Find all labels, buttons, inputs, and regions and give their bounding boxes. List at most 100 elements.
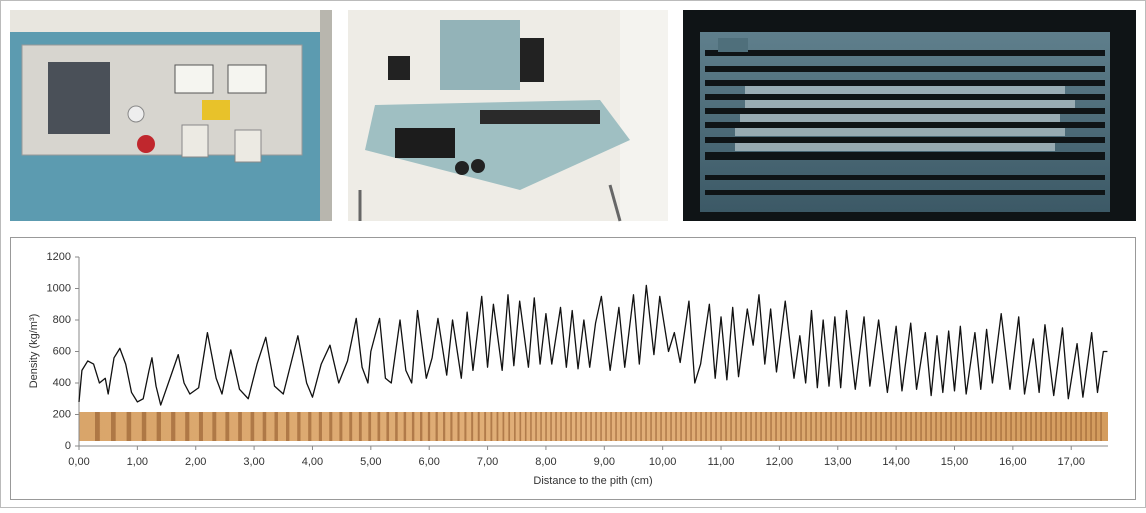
wood-ring bbox=[735, 412, 737, 441]
wood-ring bbox=[940, 412, 942, 441]
wood-ring bbox=[308, 412, 312, 441]
wood-ring bbox=[705, 412, 707, 441]
wood-ring bbox=[519, 412, 522, 441]
wood-ring bbox=[800, 412, 802, 441]
x-tick-label: 10,00 bbox=[649, 456, 677, 468]
wood-ring bbox=[274, 412, 278, 441]
wood-ring bbox=[695, 412, 697, 441]
wood-ring bbox=[403, 412, 407, 441]
wood-ring bbox=[640, 412, 642, 441]
wood-ring bbox=[835, 412, 837, 441]
wood-ring bbox=[126, 412, 132, 441]
wood-ring bbox=[471, 412, 474, 441]
wood-ring bbox=[685, 412, 687, 441]
x-tick-label: 13,00 bbox=[824, 456, 852, 468]
y-tick-label: 1000 bbox=[47, 282, 71, 294]
wood-ring bbox=[318, 412, 322, 441]
wood-ring bbox=[755, 412, 757, 441]
wood-ring bbox=[262, 412, 267, 441]
wood-ring bbox=[349, 412, 353, 441]
wood-ring bbox=[1030, 412, 1032, 441]
wood-ring bbox=[770, 412, 772, 441]
density-line bbox=[78, 284, 1108, 406]
wood-ring bbox=[1040, 412, 1042, 441]
y-axis-title: Density (kg/m³) bbox=[28, 314, 40, 389]
wood-ring bbox=[765, 412, 767, 441]
wood-ring bbox=[795, 412, 797, 441]
wood-ring bbox=[965, 412, 967, 441]
wood-ring bbox=[630, 412, 632, 441]
wood-ring bbox=[790, 412, 792, 441]
wood-ring bbox=[368, 412, 372, 441]
wood-ring bbox=[490, 412, 493, 441]
wood-ring bbox=[620, 412, 622, 441]
wood-ring bbox=[1075, 412, 1077, 441]
wood-ring bbox=[141, 412, 147, 441]
wood-ring bbox=[1010, 412, 1012, 441]
y-tick-label: 600 bbox=[53, 345, 71, 357]
wood-ring bbox=[212, 412, 217, 441]
x-tick-label: 7,00 bbox=[477, 456, 498, 468]
wood-ring bbox=[1080, 412, 1082, 441]
wood-ring bbox=[995, 412, 997, 441]
x-tick-label: 1,00 bbox=[127, 456, 148, 468]
wood-ring bbox=[502, 412, 505, 441]
wood-ring bbox=[1100, 412, 1102, 441]
chart-panel bbox=[10, 237, 1136, 500]
wood-ring bbox=[377, 412, 381, 441]
wood-ring bbox=[1045, 412, 1047, 441]
wood-ring bbox=[655, 412, 657, 441]
wood-ring bbox=[238, 412, 242, 441]
y-tick-label: 1200 bbox=[47, 251, 71, 263]
wood-ring bbox=[760, 412, 762, 441]
wood-ring bbox=[885, 412, 887, 441]
wood-ring bbox=[95, 412, 100, 441]
wood-ring bbox=[905, 412, 907, 441]
wood-ring bbox=[1090, 412, 1092, 441]
wood-ring bbox=[930, 412, 932, 441]
wood-ring bbox=[484, 412, 487, 441]
wood-ring bbox=[660, 412, 662, 441]
wood-ring bbox=[565, 412, 567, 441]
wood-ring bbox=[464, 412, 467, 441]
wood-ring bbox=[915, 412, 917, 441]
wood-ring bbox=[830, 412, 832, 441]
wood-ring bbox=[945, 412, 947, 441]
wood-ring bbox=[550, 412, 552, 441]
wood-core-photo bbox=[79, 412, 1108, 441]
wood-ring bbox=[650, 412, 652, 441]
wood-ring bbox=[570, 412, 572, 441]
wood-ring bbox=[925, 412, 927, 441]
wood-ring bbox=[935, 412, 937, 441]
wood-ring bbox=[1065, 412, 1067, 441]
wood-ring bbox=[955, 412, 957, 441]
wood-ring bbox=[225, 412, 230, 441]
wood-ring bbox=[386, 412, 390, 441]
wood-ring bbox=[855, 412, 857, 441]
wood-ring bbox=[670, 412, 672, 441]
wood-ring bbox=[1055, 412, 1057, 441]
wood-ring bbox=[720, 412, 722, 441]
wood-ring bbox=[625, 412, 627, 441]
wood-ring bbox=[339, 412, 343, 441]
wood-ring bbox=[730, 412, 732, 441]
wood-ring bbox=[457, 412, 460, 441]
wood-ring bbox=[750, 412, 752, 441]
x-tick-label: 3,00 bbox=[243, 456, 264, 468]
photo-control-panel bbox=[10, 10, 332, 221]
x-tick-label: 6,00 bbox=[418, 456, 439, 468]
wood-ring bbox=[740, 412, 742, 441]
wood-ring bbox=[555, 412, 557, 441]
x-tick-label: 4,00 bbox=[302, 456, 323, 468]
wood-ring bbox=[1035, 412, 1037, 441]
wood-ring bbox=[1060, 412, 1062, 441]
wood-ring bbox=[975, 412, 977, 441]
wood-ring bbox=[1085, 412, 1087, 441]
wood-ring bbox=[775, 412, 777, 441]
x-tick-label: 0,00 bbox=[68, 456, 89, 468]
wood-ring bbox=[156, 412, 161, 441]
wood-ring bbox=[850, 412, 852, 441]
wood-ring bbox=[443, 412, 446, 441]
wood-ring bbox=[111, 412, 116, 441]
